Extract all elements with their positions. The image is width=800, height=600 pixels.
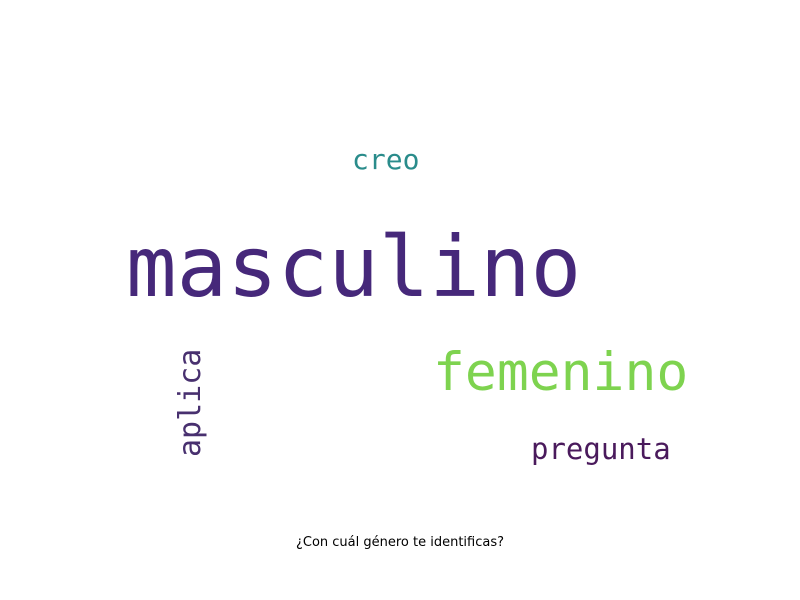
word-aplica: aplica: [173, 348, 208, 457]
question-caption: ¿Con cuál género te identificas?: [295, 535, 505, 550]
word-pregunta: pregunta: [531, 432, 671, 466]
word-creo: creo: [352, 143, 420, 176]
word-masculino: masculino: [126, 218, 582, 316]
word-femenino: femenino: [433, 342, 689, 403]
